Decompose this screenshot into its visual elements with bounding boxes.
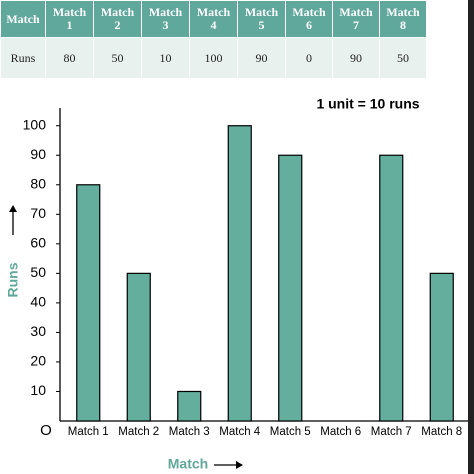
y-tick-label: 30 <box>30 323 46 339</box>
bar <box>379 154 404 422</box>
bar <box>429 272 454 422</box>
bar <box>278 154 303 422</box>
y-tick-label: 60 <box>30 235 46 251</box>
x-tick-label: Match 7 <box>371 426 412 438</box>
y-tick-label: 100 <box>23 116 47 132</box>
header-row: Match Match 1 Match 2 Match 3 Match 4 Match 5… <box>0 0 427 38</box>
table-cell: 90 <box>237 37 286 79</box>
header-cell: Match 8 <box>379 0 427 38</box>
y-axis-label: Runs <box>5 262 21 297</box>
y-arrow-head <box>9 205 17 212</box>
header-cell: Match 7 <box>332 0 380 38</box>
bar <box>126 272 151 422</box>
table-cell: 10 <box>141 37 190 79</box>
x-tick-label: Match 1 <box>68 426 109 438</box>
x-tick-label: Match 4 <box>219 426 261 438</box>
body-row: Runs 80 50 10 100 90 0 90 50 <box>0 37 427 79</box>
table-cell: 50 <box>93 37 142 79</box>
edge-bar <box>468 0 474 474</box>
x-tick-label: Match 6 <box>320 426 361 438</box>
x-tick-label: Match 5 <box>270 426 311 438</box>
table-cell: 50 <box>379 37 427 79</box>
x-axis-label: Match <box>168 456 208 472</box>
table-cell: 90 <box>332 37 380 79</box>
table-cell: 0 <box>285 37 333 79</box>
x-arrow-head <box>236 461 243 469</box>
x-tick-label: Match 3 <box>169 426 210 438</box>
y-tick-label: 50 <box>30 264 46 280</box>
y-tick-label: 90 <box>30 146 46 162</box>
x-tick-label: Match 8 <box>421 426 462 438</box>
bar <box>177 390 202 422</box>
annotation: 1 unit = 10 runs <box>316 96 419 112</box>
y-tick-label: 40 <box>30 294 46 310</box>
bar <box>76 184 101 422</box>
table-cell: Runs <box>0 37 46 79</box>
y-tick-label: 80 <box>30 175 46 191</box>
header-cell: Match <box>0 0 46 38</box>
header-cell: Match 5 <box>237 0 286 38</box>
table-cell: 80 <box>45 37 94 79</box>
y-tick-label: 20 <box>30 353 46 369</box>
header-cell: Match 3 <box>141 0 190 38</box>
bar <box>227 125 252 422</box>
origin-label: O <box>40 422 52 439</box>
arrows <box>9 205 243 469</box>
y-tick-label: 70 <box>30 205 46 221</box>
x-tick-label: Match 2 <box>118 426 159 438</box>
data-table: Match Match 1 Match 2 Match 3 Match 4 Match 5… <box>0 0 427 79</box>
header-cell: Match 6 <box>285 0 333 38</box>
y-tick-label: 10 <box>30 382 46 398</box>
